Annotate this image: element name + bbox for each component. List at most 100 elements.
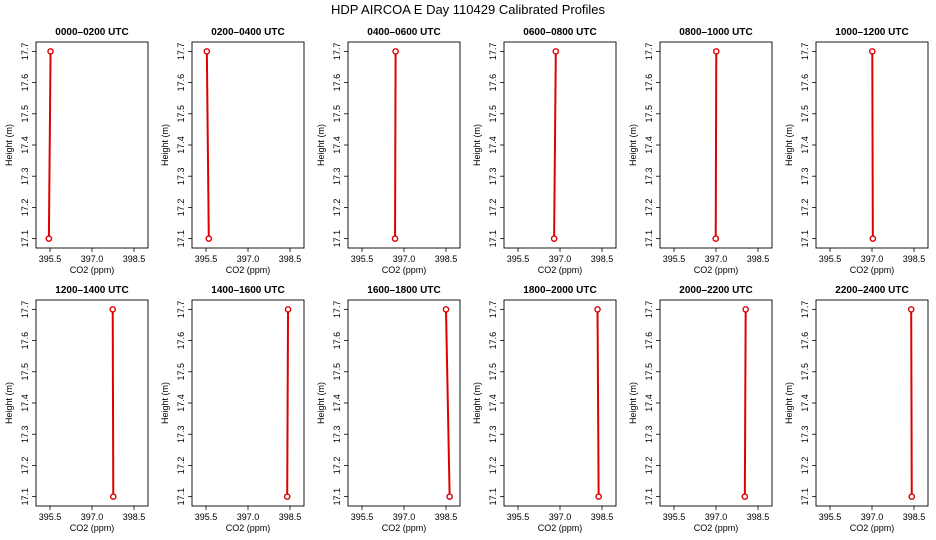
data-point-marker bbox=[109, 306, 117, 313]
data-point-marker bbox=[205, 235, 213, 242]
y-tick-label: 17.5 bbox=[176, 105, 186, 123]
y-tick-label: 17.3 bbox=[332, 167, 342, 185]
data-point-marker bbox=[442, 306, 450, 313]
x-tick-label: 398.5 bbox=[123, 254, 146, 264]
x-tick-label: 398.5 bbox=[903, 254, 926, 264]
x-tick-label: 395.5 bbox=[195, 512, 218, 522]
y-tick-label: 17.6 bbox=[332, 74, 342, 92]
y-tick-label: 17.7 bbox=[800, 301, 810, 319]
y-tick-label: 17.3 bbox=[20, 167, 30, 185]
co2-profile-line bbox=[47, 51, 52, 239]
x-tick-label: 398.5 bbox=[435, 512, 458, 522]
panel-title: 1400–1600 UTC bbox=[211, 285, 284, 296]
profile-panel-8: 1600–1800 UTC 395.5 397.0 398.5 CO2 (ppm) 17.… bbox=[316, 285, 461, 533]
data-point-marker bbox=[47, 48, 54, 55]
y-tick-label: 17.3 bbox=[488, 167, 498, 185]
profile-panel-6: 1200–1400 UTC 395.5 397.0 398.5 CO2 (ppm) 17.… bbox=[4, 285, 149, 533]
x-tick-label: 395.5 bbox=[663, 254, 686, 264]
y-tick-label: 17.7 bbox=[176, 43, 186, 61]
y-tick-label: 17.3 bbox=[644, 167, 654, 185]
y-tick-label: 17.7 bbox=[332, 43, 342, 61]
y-tick-label: 17.6 bbox=[332, 332, 342, 350]
x-axis-label: CO2 (ppm) bbox=[70, 523, 115, 533]
y-tick-label: 17.1 bbox=[644, 230, 654, 248]
profile-panel-1: 0200–0400 UTC 395.5 397.0 398.5 CO2 (ppm) 17.… bbox=[160, 27, 305, 275]
y-axis-label: Height (m) bbox=[628, 124, 638, 166]
plot-frame bbox=[659, 299, 773, 507]
x-tick-label: 398.5 bbox=[123, 512, 146, 522]
y-tick-label: 17.4 bbox=[644, 394, 654, 412]
x-axis-label: CO2 (ppm) bbox=[538, 523, 583, 533]
y-tick-label: 17.5 bbox=[644, 105, 654, 123]
co2-profile-line bbox=[714, 51, 718, 239]
data-point-marker bbox=[550, 235, 558, 242]
co2-profile-line bbox=[286, 309, 290, 497]
y-tick-label: 17.2 bbox=[332, 199, 342, 217]
panel-title: 1200–1400 UTC bbox=[55, 285, 128, 296]
data-point-marker bbox=[595, 493, 602, 500]
y-tick-label: 17.3 bbox=[800, 167, 810, 185]
y-tick-label: 17.4 bbox=[488, 136, 498, 154]
co2-profile-line bbox=[743, 309, 747, 497]
x-axis-label: CO2 (ppm) bbox=[382, 265, 427, 275]
y-axis-label: Height (m) bbox=[472, 382, 482, 424]
y-tick-label: 17.2 bbox=[800, 457, 810, 475]
y-tick-label: 17.6 bbox=[176, 74, 186, 92]
x-tick-label: 397.0 bbox=[861, 254, 884, 264]
x-tick-label: 397.0 bbox=[549, 254, 572, 264]
y-tick-label: 17.1 bbox=[644, 488, 654, 506]
x-tick-label: 398.5 bbox=[435, 254, 458, 264]
y-tick-label: 17.6 bbox=[800, 332, 810, 350]
y-tick-label: 17.3 bbox=[176, 167, 186, 185]
x-axis-label: CO2 (ppm) bbox=[850, 523, 895, 533]
y-tick-label: 17.3 bbox=[332, 425, 342, 443]
y-axis-label: Height (m) bbox=[628, 382, 638, 424]
y-tick-label: 17.3 bbox=[20, 425, 30, 443]
y-tick-label: 17.6 bbox=[176, 332, 186, 350]
x-axis-label: CO2 (ppm) bbox=[694, 523, 739, 533]
y-axis-label: Height (m) bbox=[784, 382, 794, 424]
co2-profile-line bbox=[394, 51, 397, 239]
data-point-marker bbox=[283, 493, 291, 500]
y-tick-label: 17.4 bbox=[20, 136, 30, 154]
y-tick-label: 17.1 bbox=[176, 488, 186, 506]
x-tick-label: 397.0 bbox=[861, 512, 884, 522]
x-axis-label: CO2 (ppm) bbox=[382, 523, 427, 533]
panel-title: 2200–2400 UTC bbox=[835, 285, 908, 296]
profile-panel-0: 0000–0200 UTC 395.5 397.0 398.5 CO2 (ppm) 17.… bbox=[4, 27, 149, 275]
x-tick-label: 397.0 bbox=[705, 254, 728, 264]
panel-title: 1600–1800 UTC bbox=[367, 285, 440, 296]
y-tick-label: 17.2 bbox=[488, 457, 498, 475]
y-tick-label: 17.7 bbox=[644, 43, 654, 61]
panel-title: 0400–0600 UTC bbox=[367, 27, 440, 38]
panels-grid: 0000–0200 UTC 395.5 397.0 398.5 CO2 (ppm) 17.… bbox=[4, 27, 929, 533]
x-tick-label: 395.5 bbox=[39, 254, 62, 264]
y-tick-label: 17.6 bbox=[488, 332, 498, 350]
y-tick-label: 17.6 bbox=[488, 74, 498, 92]
data-point-marker bbox=[868, 48, 876, 55]
data-point-marker bbox=[594, 306, 601, 313]
x-tick-label: 397.0 bbox=[393, 254, 416, 264]
x-axis-label: CO2 (ppm) bbox=[226, 523, 271, 533]
y-tick-label: 17.1 bbox=[332, 488, 342, 506]
profile-panel-11: 2200–2400 UTC 395.5 397.0 398.5 CO2 (ppm) 17.… bbox=[784, 285, 929, 533]
y-axis-label: Height (m) bbox=[160, 124, 170, 166]
x-tick-label: 397.0 bbox=[81, 512, 104, 522]
y-axis-label: Height (m) bbox=[4, 124, 14, 166]
data-point-marker bbox=[908, 493, 916, 500]
y-tick-label: 17.4 bbox=[20, 394, 30, 412]
co2-profile-line bbox=[871, 51, 874, 239]
x-tick-label: 395.5 bbox=[195, 254, 218, 264]
panel-title: 0800–1000 UTC bbox=[679, 27, 752, 38]
data-point-marker bbox=[446, 493, 453, 500]
profile-panel-4: 0800–1000 UTC 395.5 397.0 398.5 CO2 (ppm) 17.… bbox=[628, 27, 773, 275]
y-tick-label: 17.2 bbox=[20, 199, 30, 217]
y-tick-label: 17.7 bbox=[488, 301, 498, 319]
x-axis-label: CO2 (ppm) bbox=[70, 265, 115, 275]
y-tick-label: 17.3 bbox=[644, 425, 654, 443]
x-tick-label: 395.5 bbox=[507, 512, 530, 522]
y-tick-label: 17.4 bbox=[644, 136, 654, 154]
y-tick-label: 17.7 bbox=[644, 301, 654, 319]
y-tick-label: 17.5 bbox=[488, 363, 498, 381]
